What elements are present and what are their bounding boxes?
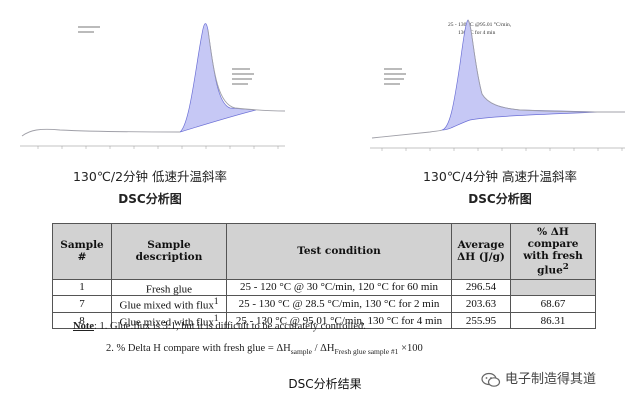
cell-description: Glue mixed with flux1: [111, 295, 227, 313]
legend-text-line1: 25 - 130 °C @95.01 °C/min,: [448, 21, 512, 28]
wechat-icon: [481, 372, 501, 387]
cell-average: 255.95: [451, 311, 511, 330]
caption-left-title: 130℃/2分钟 低速升温斜率: [72, 169, 228, 184]
table-row: 1 Fresh glue 25 - 120 °C @ 30 °C/min, 12…: [52, 278, 596, 297]
caption-right-title: 130℃/4分钟 高速升温斜率: [422, 169, 578, 184]
cell-condition: 25 - 130 °C @ 28.5 °C/min, 130 °C for 2 …: [226, 295, 452, 313]
info-text-block: [78, 26, 100, 33]
result-title: DSC分析结果: [288, 377, 362, 391]
note-2-mid: / ΔH: [311, 343, 335, 354]
cell-compare: [510, 278, 596, 297]
note-2-suffix: ×100: [398, 343, 423, 354]
cell-sample: 7: [52, 295, 112, 313]
header-average-line1: Average: [457, 239, 505, 252]
cell-description-text: Glue mixed with flux: [119, 299, 214, 312]
header-compare-sup: 2: [562, 262, 569, 272]
note-line-1: Note: 1. Glue:flux is 3:1, but it is dif…: [73, 320, 423, 342]
note-2-sub-fresh: Fresh glue sample #1: [334, 347, 399, 357]
caption-right: 130℃/4分钟 高速升温斜率 DSC分析图: [400, 166, 600, 207]
dsc-curve-chart-right: 25 - 130 °C @95.01 °C/min, 130 °C for 4 …: [370, 4, 626, 151]
legend-text-line2: 130 °C for 4 min: [458, 29, 496, 36]
header-condition: Test condition: [226, 223, 452, 280]
peak-info-block: [384, 68, 406, 85]
dsc-curve: [21, 29, 286, 137]
cell-compare: 86.31: [510, 311, 596, 330]
header-average-line2: ΔH (J/g): [457, 251, 505, 264]
table-row: 7 Glue mixed with flux1 25 - 130 °C @ 28…: [52, 295, 596, 313]
caption-left: 130℃/2分钟 低速升温斜率 DSC分析图: [60, 166, 240, 207]
table-row: 8 Glue mixed with flux1 25 - 130 °C @ 95…: [52, 311, 596, 330]
dsc-results-table: Sample # Sample description Test conditi…: [52, 223, 596, 330]
cell-compare: 68.67: [510, 295, 596, 313]
note-colon: :: [94, 321, 97, 332]
cell-description-text: Glue mixed with flux: [119, 316, 214, 329]
header-compare-line2: with fresh glue: [523, 250, 583, 277]
cell-description-sup: 1: [213, 312, 219, 323]
cell-condition: 25 - 130 °C @ 95.01 °C/min, 130 °C for 4…: [226, 311, 452, 330]
watermark-text: 电子制造得其道: [505, 372, 597, 387]
header-sample: Sample #: [52, 223, 112, 280]
plot-area: [370, 4, 625, 148]
header-compare-line1: % ΔH compare: [527, 226, 579, 250]
cell-condition: 25 - 120 °C @ 30 °C/min, 120 °C for 60 m…: [226, 278, 452, 297]
header-average: Average ΔH (J/g): [451, 223, 511, 280]
dsc-curve: [371, 19, 626, 139]
dsc-plot-left: [20, 4, 286, 154]
peak-info-block: [232, 68, 254, 85]
table-header-row: Sample # Sample description Test conditi…: [52, 223, 596, 280]
cell-description: Fresh glue: [111, 278, 227, 297]
cell-sample: 8: [52, 311, 112, 330]
dsc-plot-right: 25 - 130 °C @95.01 °C/min, 130 °C for 4 …: [370, 4, 626, 156]
dsc-curve-chart-left: [20, 4, 286, 149]
x-ticks: [37, 146, 279, 149]
cell-sample: 1: [52, 278, 112, 297]
note-line-2: 2. % Delta H compare with fresh glue = Δ…: [73, 342, 423, 364]
caption-right-subtitle: DSC分析图: [468, 192, 532, 206]
watermark: 电子制造得其道: [481, 368, 596, 388]
note-label: Note: [73, 321, 94, 332]
header-description: Sample description: [111, 223, 227, 280]
cell-description-text: Fresh glue: [145, 283, 193, 296]
cell-description: Glue mixed with flux1: [111, 311, 227, 330]
table-notes: Note: 1. Glue:flux is 3:1, but it is dif…: [73, 320, 423, 364]
note-2-prefix: 2. % Delta H compare with fresh glue = Δ…: [106, 343, 291, 354]
x-ticks: [381, 148, 623, 151]
cell-average: 296.54: [451, 278, 511, 297]
note-1: 1. Glue:flux is 3:1, but it is difficult…: [99, 321, 366, 332]
note-2-sub-sample: sample: [290, 347, 312, 357]
header-compare: % ΔH compare with fresh glue2: [510, 223, 596, 280]
cell-average: 203.63: [451, 295, 511, 313]
cell-description-sup: 1: [213, 296, 219, 307]
caption-left-subtitle: DSC分析图: [118, 192, 182, 206]
